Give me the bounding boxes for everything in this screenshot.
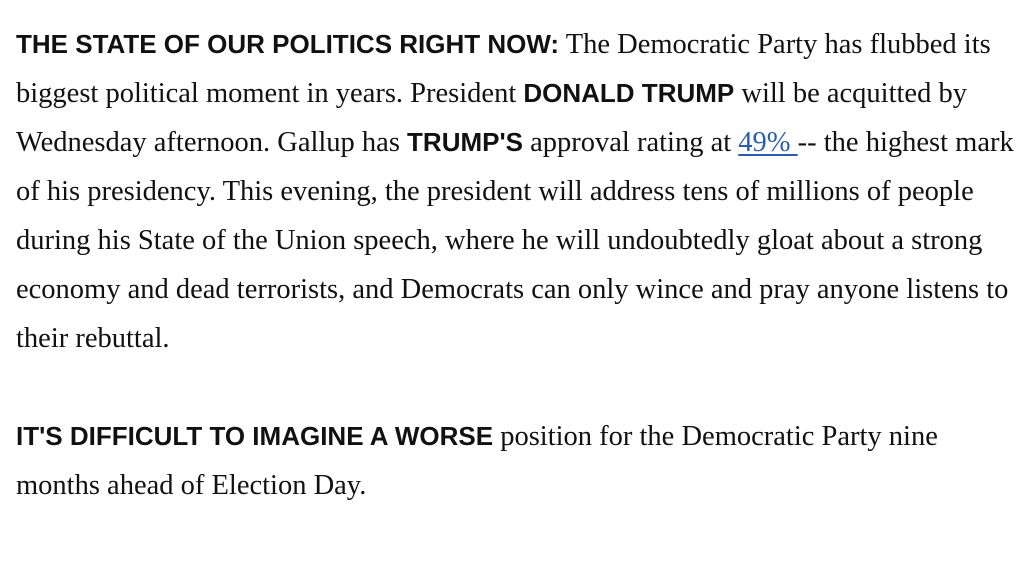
paragraph-text: position for the Democratic Party nine m… [16,421,938,501]
bold-name-donald-trump: DONALD TRUMP [523,78,735,108]
paragraph-lead-heading: IT'S DIFFICULT TO IMAGINE A WORSE [16,421,494,451]
paragraph-lead-heading: THE STATE OF OUR POLITICS RIGHT NOW: [16,29,560,59]
bold-name-trumps: TRUMP'S [407,127,524,157]
paragraph-state-of-politics: THE STATE OF OUR POLITICS RIGHT NOW: The… [16,20,1021,363]
paragraph-text: The Democratic Party has flubbed its big… [16,29,991,109]
approval-rating-link[interactable]: 49% [738,127,798,158]
paragraph-text: approval rating at [523,127,739,158]
paragraph-difficult-to-imagine: IT'S DIFFICULT TO IMAGINE A WORSE positi… [16,412,1021,510]
article-body: THE STATE OF OUR POLITICS RIGHT NOW: The… [16,20,1021,510]
paragraph-text: -- the highest mark of his presidency. T… [16,127,1014,354]
paragraph-text: will be acquitted by Wednesday afternoon… [16,78,967,158]
